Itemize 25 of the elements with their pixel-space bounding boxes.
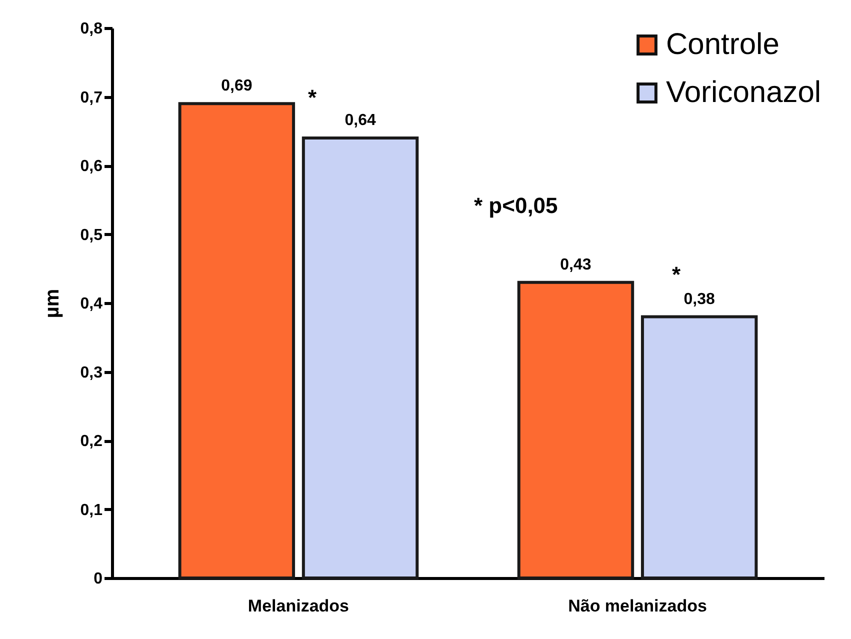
bar xyxy=(640,315,758,580)
y-tick-label: 0,4 xyxy=(80,296,103,312)
data-label: 0,43 xyxy=(560,256,592,274)
data-label: 0,64 xyxy=(344,112,376,129)
y-tick-label: 0,6 xyxy=(80,158,103,175)
legend-label: Controle xyxy=(666,28,780,61)
y-tick-label: 0,1 xyxy=(80,502,103,519)
y-tick-label: 0,3 xyxy=(80,364,103,382)
bar xyxy=(178,102,296,580)
bar xyxy=(302,136,419,580)
annotation: * xyxy=(308,85,317,110)
bar xyxy=(517,280,634,580)
y-tick-label: 0,5 xyxy=(80,226,103,244)
x-tick-label: Não melanizados xyxy=(568,596,707,616)
y-axis-title: µm xyxy=(41,288,64,318)
data-label: 0,69 xyxy=(221,78,252,95)
y-tick-label: 0 xyxy=(94,570,103,588)
x-tick-label: Melanizados xyxy=(248,596,350,616)
data-label: 0,38 xyxy=(684,290,715,308)
y-tick-label: 0,2 xyxy=(80,433,103,450)
legend-label: Voriconazol xyxy=(666,76,822,109)
y-tick-label: 0,8 xyxy=(80,20,103,38)
y-tick-label: 0,7 xyxy=(80,89,103,106)
annotation: * p<0,05 xyxy=(474,193,558,218)
annotation: * xyxy=(672,262,681,287)
